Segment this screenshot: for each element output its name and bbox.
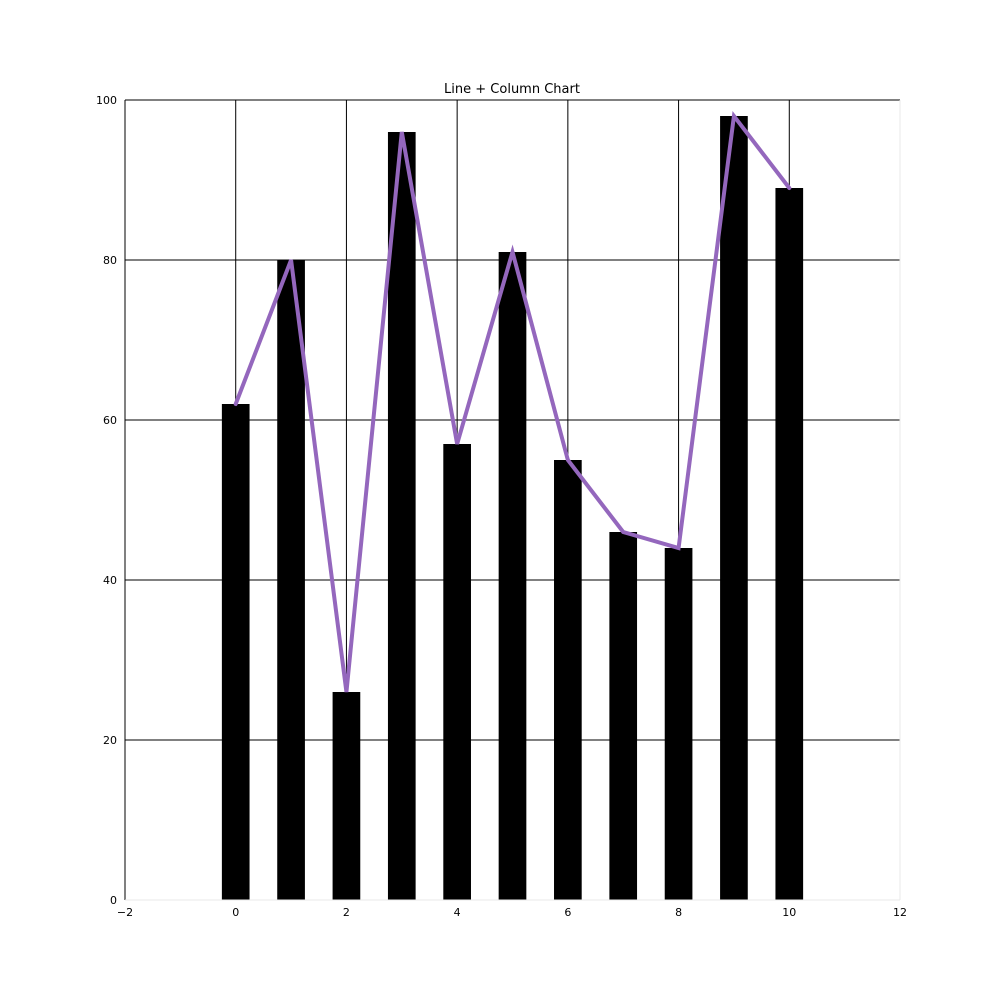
bar-mark — [775, 188, 803, 900]
bar-mark — [554, 460, 582, 900]
x-tick-label: 2 — [343, 906, 350, 919]
y-tick-label: 80 — [103, 254, 117, 267]
y-axis-ticks: 0 20 40 60 80 100 — [96, 94, 117, 907]
x-axis-ticks: −2 0 2 4 6 8 10 12 — [117, 906, 907, 919]
bar-mark — [609, 532, 637, 900]
y-tick-label: 0 — [110, 894, 117, 907]
x-tick-label: 8 — [675, 906, 682, 919]
bar-mark — [499, 252, 527, 900]
chart-title: Line + Column Chart — [444, 82, 580, 97]
x-tick-label: −2 — [117, 906, 133, 919]
bar-mark — [277, 260, 305, 900]
x-tick-label: 12 — [893, 906, 907, 919]
x-tick-label: 4 — [454, 906, 461, 919]
x-tick-label: 0 — [232, 906, 239, 919]
bar-mark — [720, 116, 748, 900]
bar-mark — [665, 548, 693, 900]
bar-mark — [443, 444, 471, 900]
y-tick-label: 100 — [96, 94, 117, 107]
y-tick-label: 60 — [103, 414, 117, 427]
x-tick-label: 10 — [782, 906, 796, 919]
y-tick-label: 40 — [103, 574, 117, 587]
x-tick-label: 6 — [564, 906, 571, 919]
y-tick-label: 20 — [103, 734, 117, 747]
bar-series — [222, 116, 803, 900]
bar-mark — [333, 692, 361, 900]
bar-mark — [222, 404, 250, 900]
